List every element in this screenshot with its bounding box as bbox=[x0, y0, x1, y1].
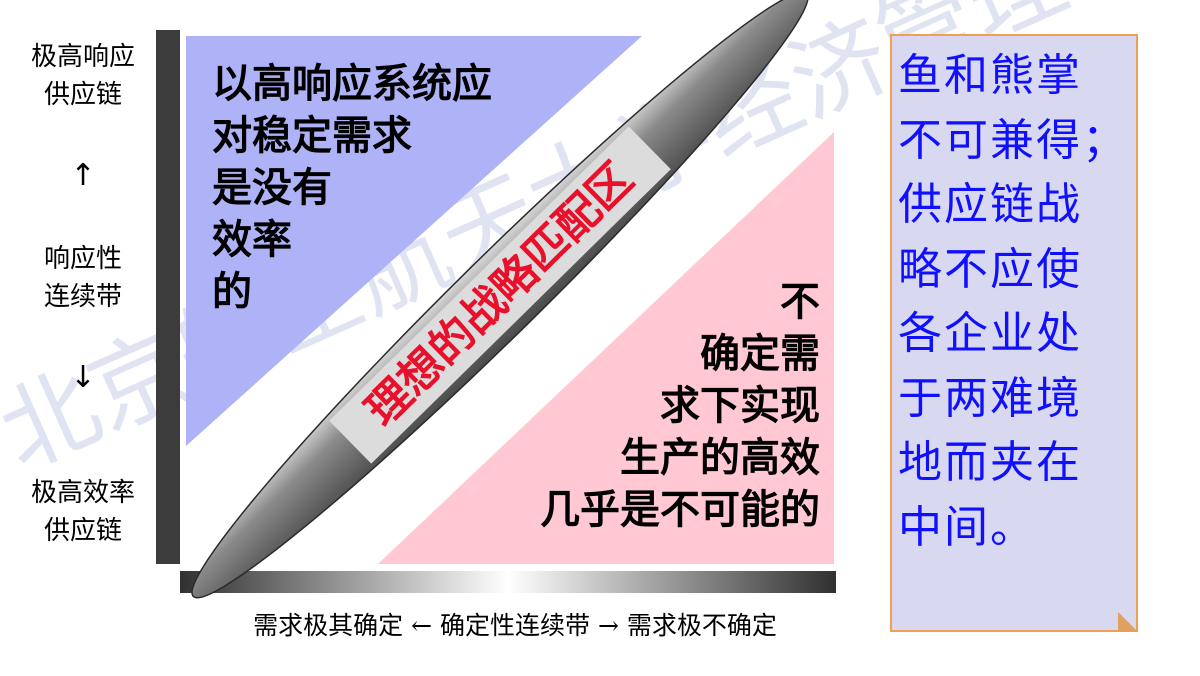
y-axis-bar bbox=[156, 30, 180, 564]
bottom-right-region-text: 不 确定需 求下实现 生产的高效 几乎是不可能的 bbox=[540, 279, 820, 533]
x-axis-right-arrow: → bbox=[597, 611, 619, 640]
y-axis-bottom-label: 极高效率 供应链 bbox=[30, 478, 135, 546]
x-axis-right-label: 需求极不确定 bbox=[626, 611, 777, 640]
x-axis-middle-label: 确定性连续带 bbox=[439, 611, 590, 640]
x-axis-left-arrow: ← bbox=[411, 611, 433, 640]
x-axis-bar bbox=[180, 571, 836, 593]
callout-box bbox=[890, 34, 1138, 632]
y-axis-down-arrow: ↓ bbox=[70, 360, 96, 395]
high-responsiveness-region bbox=[186, 36, 642, 446]
y-axis-middle-label: 响应性 连续带 bbox=[43, 244, 122, 312]
y-axis-top-label: 极高响应 供应链 bbox=[30, 42, 135, 110]
high-efficiency-region bbox=[378, 132, 834, 564]
callout-text: 鱼和熊掌 不可兼得； 供应链战 略不应使 各企业处 于两难境 地而夹在 中间。 bbox=[898, 50, 1128, 553]
x-axis-label: 需求极其确定 ← 确定性连续带 → 需求极不确定 bbox=[170, 606, 860, 642]
top-left-region-text: 以高响应系统应 对稳定需求 是没有 效率 的 bbox=[212, 61, 492, 315]
y-axis-up-arrow: ↑ bbox=[70, 158, 96, 193]
diagonal-label-box bbox=[329, 126, 671, 464]
callout-folded-corner bbox=[1118, 612, 1138, 632]
x-axis-left-label: 需求极其确定 bbox=[253, 611, 404, 640]
